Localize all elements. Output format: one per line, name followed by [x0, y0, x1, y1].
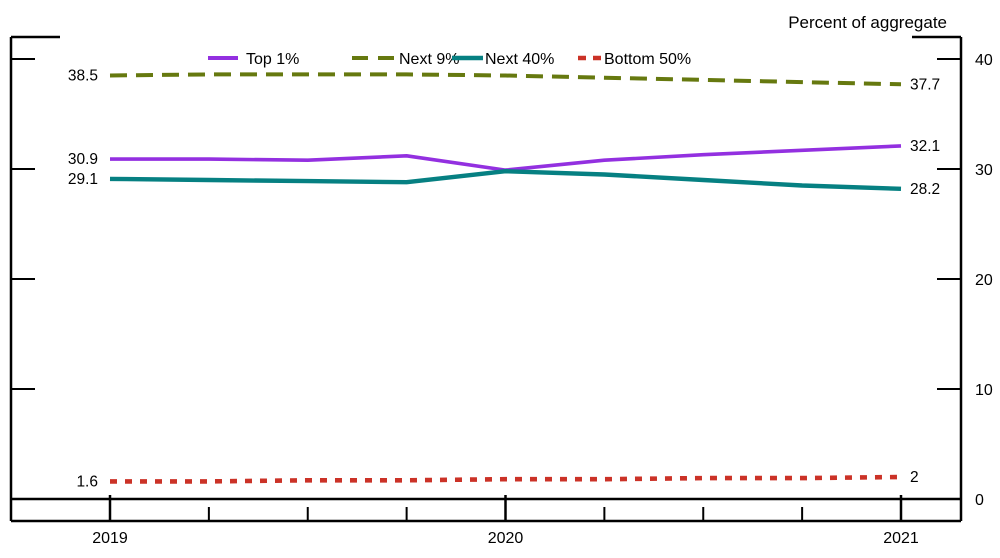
y-tick-label: 10	[975, 382, 993, 399]
x-tick-label: 2019	[92, 530, 128, 547]
y-tick-label: 40	[975, 52, 993, 69]
series-line-bottom-50-	[110, 474, 902, 484]
legend-label-top-1: Top 1%	[246, 51, 299, 68]
legend-item-next-9: Next 9%	[352, 51, 459, 68]
series-line-top-1-	[110, 144, 902, 172]
end-value-label: 32.1	[910, 138, 940, 155]
legend-label-bottom-50: Bottom 50%	[604, 51, 691, 68]
end-value-label: 37.7	[910, 76, 940, 93]
start-value-label: 30.9	[68, 151, 98, 168]
axis-labels: 40 30 20 10 0 2019 2020 2021	[92, 52, 993, 547]
x-tick-label: 2020	[488, 530, 524, 547]
start-value-label: 1.6	[76, 473, 98, 490]
legend-item-bottom-50: Bottom 50%	[578, 51, 691, 68]
start-value-label: 38.5	[68, 68, 98, 85]
chart-title: Percent of aggregate	[788, 13, 947, 32]
start-value-label: 29.1	[68, 171, 98, 188]
legend-item-top-1: Top 1%	[208, 51, 299, 68]
legend-item-next-40: Next 40%	[452, 51, 554, 68]
legend-label-next-9: Next 9%	[399, 51, 459, 68]
series-line-next-40-	[109, 168, 902, 191]
series-lines	[109, 72, 902, 484]
end-value-label: 2	[910, 469, 919, 486]
x-tick-label: 2021	[883, 530, 919, 547]
value-labels: 38.5 37.7 30.9 32.1 29.1 28.2 1.6 2	[68, 68, 940, 491]
series-line-next-9-	[109, 72, 902, 87]
y-tick-label: 30	[975, 162, 993, 179]
axis-frame	[9, 35, 963, 523]
legend-label-next-40: Next 40%	[485, 51, 554, 68]
y-tick-label: 20	[975, 272, 993, 289]
y-tick-label: 0	[975, 492, 984, 509]
end-value-label: 28.2	[910, 181, 940, 198]
legend: Top 1% Next 9% Next 40% Bottom 50%	[208, 51, 691, 68]
